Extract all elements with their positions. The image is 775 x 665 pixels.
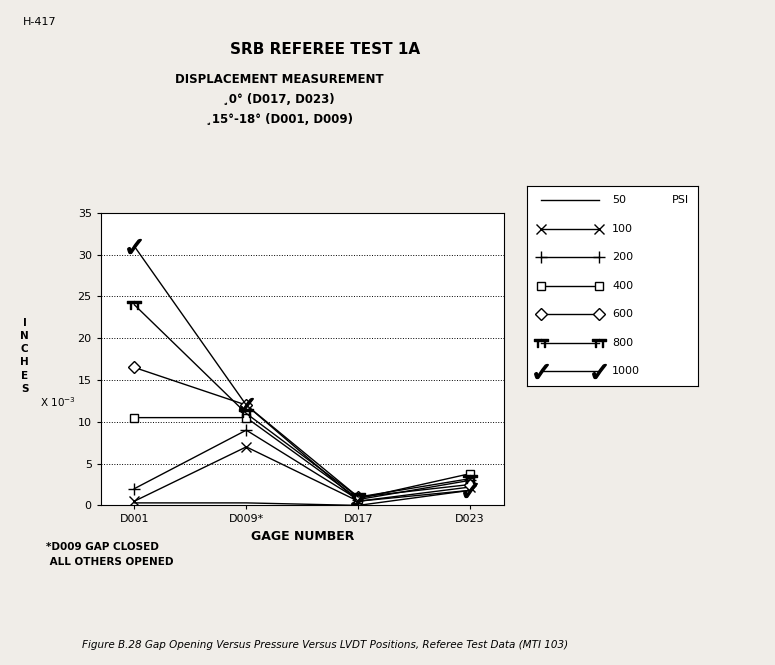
Text: 50: 50 (612, 196, 626, 205)
Text: I
N
C
H
E
S: I N C H E S (20, 318, 29, 394)
Text: X 10$^{-3}$: X 10$^{-3}$ (40, 396, 76, 409)
Text: Figure B.28 Gap Opening Versus Pressure Versus LVDT Positions, Referee Test Data: Figure B.28 Gap Opening Versus Pressure … (82, 640, 569, 650)
Text: H-417: H-417 (23, 17, 57, 27)
Text: 400: 400 (612, 281, 633, 291)
X-axis label: GAGE NUMBER: GAGE NUMBER (250, 530, 354, 543)
Text: 800: 800 (612, 338, 633, 348)
Text: DISPLACEMENT MEASUREMENT: DISPLACEMENT MEASUREMENT (174, 73, 384, 86)
Text: ALL OTHERS OPENED: ALL OTHERS OPENED (46, 557, 174, 567)
Text: 600: 600 (612, 309, 633, 319)
Text: 100: 100 (612, 224, 633, 234)
Text: ¸15°-18° (D001, D009): ¸15°-18° (D001, D009) (205, 113, 353, 126)
Text: *D009 GAP CLOSED: *D009 GAP CLOSED (46, 542, 160, 552)
Text: ¸0° (D017, D023): ¸0° (D017, D023) (223, 93, 335, 106)
Text: SRB REFEREE TEST 1A: SRB REFEREE TEST 1A (230, 43, 421, 57)
Text: 1000: 1000 (612, 366, 640, 376)
Text: 200: 200 (612, 253, 633, 263)
Text: PSI: PSI (672, 196, 689, 205)
